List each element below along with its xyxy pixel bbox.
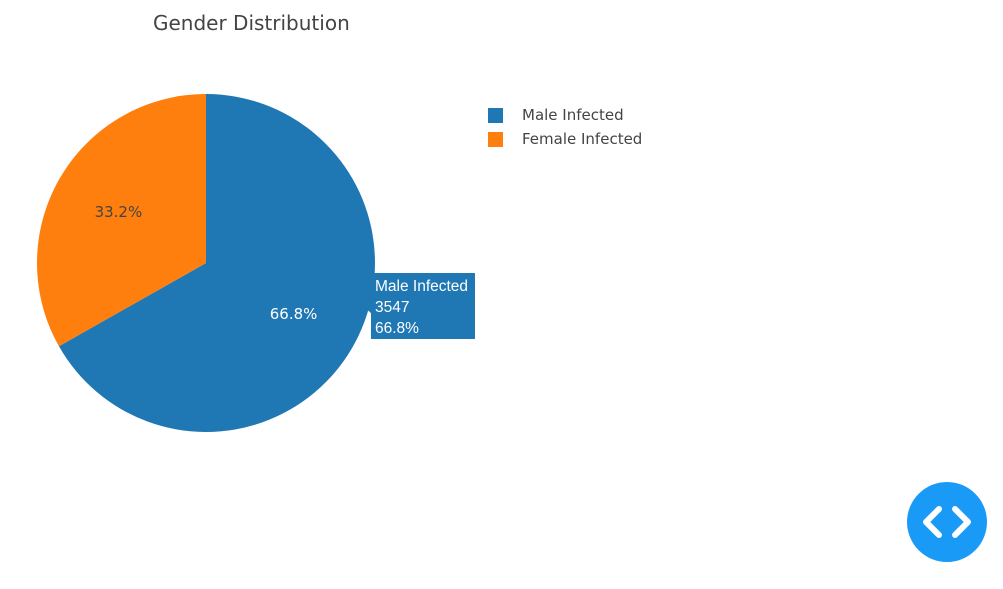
tooltip-arrow [363, 298, 372, 314]
legend-item-female[interactable]: Female Infected [488, 127, 642, 151]
legend: Male Infected Female Infected [488, 103, 642, 151]
hover-tooltip: Male Infected 3547 66.8% [371, 273, 475, 339]
slice-percent-label: 33.2% [95, 203, 143, 221]
legend-label-female: Female Infected [522, 130, 643, 148]
pie-slice-female-infected[interactable] [36, 94, 207, 347]
legend-swatch-male [488, 107, 503, 123]
slice-percent-label: 66.8% [270, 305, 318, 323]
chart-title: Gender Distribution [153, 11, 350, 35]
code-brackets-icon [907, 482, 987, 562]
code-view-button[interactable] [907, 482, 987, 562]
legend-item-male[interactable]: Male Infected [488, 103, 642, 127]
legend-label-male: Male Infected [522, 106, 624, 124]
tooltip-percent: 66.8% [375, 320, 419, 337]
legend-swatch-female [488, 131, 503, 147]
tooltip-value: 3547 [375, 299, 410, 316]
pie-slice-male-infected[interactable] [58, 94, 375, 433]
tooltip-label: Male Infected [375, 278, 469, 295]
